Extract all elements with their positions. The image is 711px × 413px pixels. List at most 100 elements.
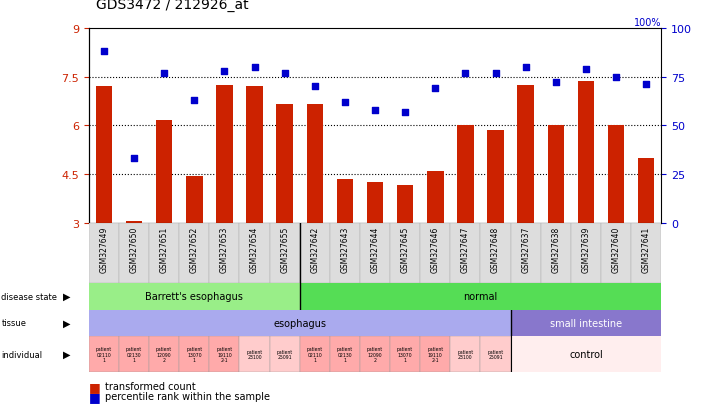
Text: patient
12090
2: patient 12090 2	[156, 346, 172, 362]
Bar	[330, 223, 360, 283]
Bar	[427, 171, 444, 223]
Bar	[269, 223, 300, 283]
Bar	[246, 87, 263, 223]
Bar	[541, 223, 571, 283]
Bar	[216, 85, 232, 223]
Point	[610, 74, 621, 81]
Point	[188, 97, 200, 104]
Point	[279, 70, 290, 77]
Bar	[277, 105, 293, 223]
Text: GSM327643: GSM327643	[341, 226, 349, 272]
Text: control: control	[569, 349, 603, 359]
Bar	[96, 87, 112, 223]
Text: small intestine: small intestine	[550, 318, 622, 328]
Text: GSM327655: GSM327655	[280, 226, 289, 272]
Bar	[420, 223, 450, 283]
Point	[429, 86, 441, 93]
Bar	[510, 223, 541, 283]
Point	[249, 64, 260, 71]
Point	[219, 68, 230, 75]
Bar	[510, 337, 661, 372]
Text: GSM327652: GSM327652	[190, 226, 199, 272]
Text: patient
25091: patient 25091	[277, 349, 293, 359]
Bar	[126, 221, 142, 223]
Text: patient
02130
1: patient 02130 1	[337, 346, 353, 362]
Bar	[119, 337, 149, 372]
Text: ■: ■	[89, 380, 101, 393]
Point	[550, 80, 562, 87]
Bar	[89, 310, 510, 337]
Bar	[269, 337, 300, 372]
Bar	[631, 223, 661, 283]
Bar	[149, 223, 179, 283]
Text: Barrett's esophagus: Barrett's esophagus	[145, 291, 243, 301]
Text: patient
19110
2-1: patient 19110 2-1	[427, 346, 444, 362]
Bar	[547, 126, 564, 223]
Bar	[360, 223, 390, 283]
Text: GSM327642: GSM327642	[310, 226, 319, 272]
Text: GSM327647: GSM327647	[461, 226, 470, 272]
Text: GSM327649: GSM327649	[100, 226, 109, 272]
Bar	[330, 337, 360, 372]
Bar	[300, 283, 661, 310]
Bar	[481, 337, 510, 372]
Text: patient
23100: patient 23100	[247, 349, 262, 359]
Point	[490, 70, 501, 77]
Bar	[149, 337, 179, 372]
Text: individual: individual	[1, 350, 43, 358]
Bar	[487, 131, 504, 223]
Bar	[457, 126, 474, 223]
Text: esophagus: esophagus	[273, 318, 326, 328]
Text: GSM327638: GSM327638	[551, 226, 560, 272]
Text: ▶: ▶	[63, 291, 70, 301]
Point	[370, 107, 381, 114]
Text: patient
25091: patient 25091	[488, 349, 503, 359]
Bar	[638, 158, 654, 223]
Text: normal: normal	[464, 291, 498, 301]
Text: patient
02130
1: patient 02130 1	[126, 346, 142, 362]
Text: GSM327644: GSM327644	[370, 226, 380, 272]
Text: 100%: 100%	[634, 18, 661, 28]
Point	[159, 70, 170, 77]
Point	[400, 109, 411, 116]
Point	[460, 70, 471, 77]
Bar	[209, 223, 240, 283]
Bar	[179, 223, 209, 283]
Text: GSM327653: GSM327653	[220, 226, 229, 272]
Text: patient
02110
1: patient 02110 1	[306, 346, 323, 362]
Text: GSM327639: GSM327639	[582, 226, 590, 272]
Bar	[367, 183, 383, 223]
Text: GSM327654: GSM327654	[250, 226, 259, 272]
Point	[309, 84, 321, 90]
Point	[641, 82, 652, 88]
Bar	[300, 223, 330, 283]
Bar	[240, 223, 269, 283]
Text: ▶: ▶	[63, 349, 70, 359]
Bar	[89, 223, 119, 283]
Bar	[510, 310, 661, 337]
Bar	[336, 179, 353, 223]
Bar	[397, 186, 414, 223]
Text: ■: ■	[89, 390, 101, 403]
Bar	[300, 337, 330, 372]
Text: GSM327637: GSM327637	[521, 226, 530, 272]
Text: GSM327646: GSM327646	[431, 226, 440, 272]
Text: patient
23100: patient 23100	[457, 349, 474, 359]
Text: patient
19110
2-1: patient 19110 2-1	[216, 346, 232, 362]
Point	[580, 66, 592, 73]
Bar	[179, 337, 209, 372]
Text: patient
12090
2: patient 12090 2	[367, 346, 383, 362]
Bar	[240, 337, 269, 372]
Bar	[306, 105, 323, 223]
Bar	[608, 126, 624, 223]
Bar	[209, 337, 240, 372]
Bar	[518, 85, 534, 223]
Text: GSM327640: GSM327640	[611, 226, 621, 272]
Bar	[571, 223, 601, 283]
Text: transformed count: transformed count	[105, 381, 196, 391]
Text: tissue: tissue	[1, 319, 26, 328]
Text: percentile rank within the sample: percentile rank within the sample	[105, 392, 269, 401]
Bar	[390, 223, 420, 283]
Text: GSM327645: GSM327645	[401, 226, 410, 272]
Text: GSM327651: GSM327651	[160, 226, 169, 272]
